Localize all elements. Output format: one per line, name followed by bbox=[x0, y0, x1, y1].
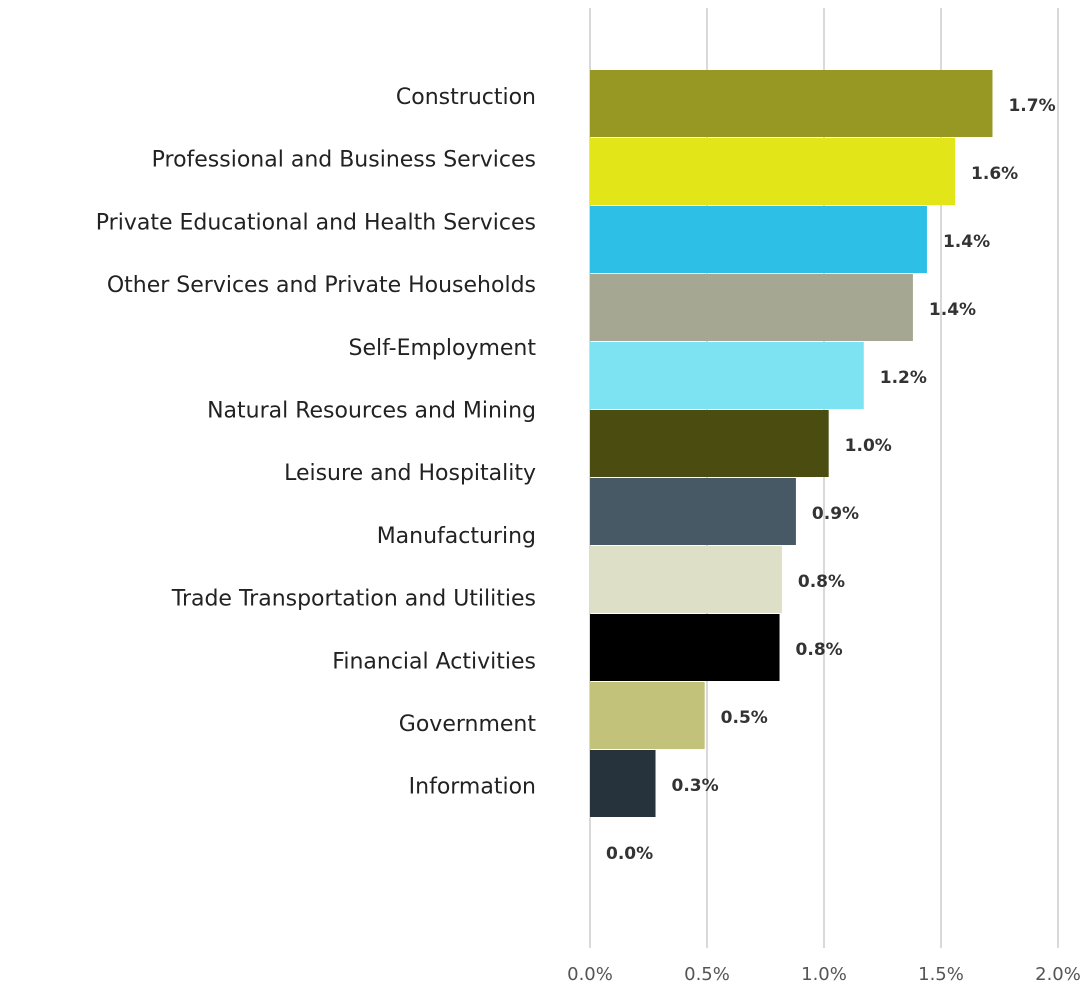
category-label: Professional and Business Services bbox=[152, 148, 536, 173]
category-label: Other Services and Private Households bbox=[107, 273, 536, 298]
category-label: Self-Employment bbox=[348, 336, 536, 361]
category-label: Private Educational and Health Services bbox=[96, 210, 536, 235]
data-label: 0.3% bbox=[672, 776, 719, 796]
bar bbox=[590, 750, 656, 817]
data-label: 1.2% bbox=[880, 368, 927, 388]
bar bbox=[590, 478, 796, 545]
data-label: 0.0% bbox=[606, 844, 653, 864]
bar bbox=[590, 682, 705, 749]
data-label: 0.5% bbox=[721, 708, 768, 728]
category-label: Trade Transportation and Utilities bbox=[171, 587, 536, 612]
bar bbox=[590, 342, 864, 409]
data-label: 1.7% bbox=[1008, 96, 1055, 116]
bar bbox=[590, 138, 956, 205]
bar bbox=[590, 614, 780, 681]
bar bbox=[590, 410, 829, 477]
data-label: 0.9% bbox=[812, 504, 859, 524]
bar bbox=[590, 206, 927, 273]
x-tick-label: 0.5% bbox=[684, 964, 730, 985]
data-label: 1.6% bbox=[971, 164, 1018, 184]
bar bbox=[590, 70, 993, 137]
data-label: 0.8% bbox=[796, 640, 843, 660]
bar bbox=[590, 546, 782, 613]
data-label: 1.0% bbox=[845, 436, 892, 456]
x-tick-label: 1.5% bbox=[918, 964, 964, 985]
category-label: Government bbox=[399, 712, 537, 737]
bar bbox=[590, 274, 913, 341]
category-label: Natural Resources and Mining bbox=[207, 399, 536, 424]
category-label: Construction bbox=[396, 85, 536, 110]
data-label: 1.4% bbox=[929, 300, 976, 320]
x-tick-label: 2.0% bbox=[1035, 964, 1081, 985]
x-tick-label: 0.0% bbox=[567, 964, 613, 985]
x-tick-label: 1.0% bbox=[801, 964, 847, 985]
category-label: Manufacturing bbox=[377, 524, 536, 549]
data-label: 1.4% bbox=[943, 232, 990, 252]
data-label: 0.8% bbox=[798, 572, 845, 592]
category-label: Financial Activities bbox=[332, 649, 536, 674]
category-label: Leisure and Hospitality bbox=[284, 461, 536, 486]
category-label: Information bbox=[409, 775, 536, 800]
